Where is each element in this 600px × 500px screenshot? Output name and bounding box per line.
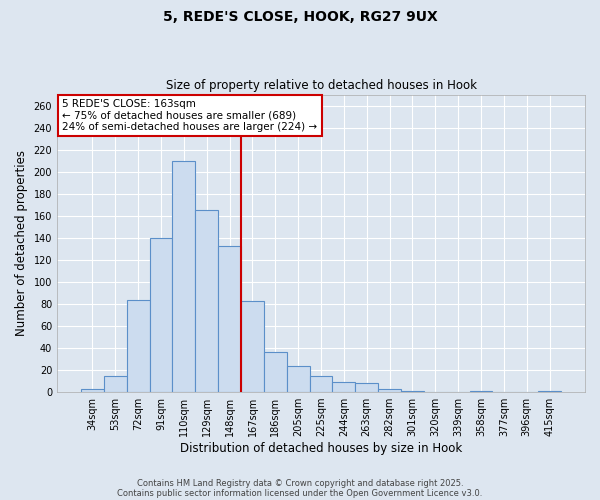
Title: Size of property relative to detached houses in Hook: Size of property relative to detached ho… <box>166 79 476 92</box>
Bar <box>287 366 310 392</box>
Bar <box>538 391 561 392</box>
Bar <box>127 300 149 392</box>
Bar <box>172 160 196 392</box>
Bar <box>196 210 218 392</box>
Bar <box>310 376 332 392</box>
Text: Contains HM Land Registry data © Crown copyright and database right 2025.: Contains HM Land Registry data © Crown c… <box>137 478 463 488</box>
Bar <box>81 389 104 392</box>
Bar <box>218 246 241 392</box>
Bar <box>332 382 355 392</box>
Text: Contains public sector information licensed under the Open Government Licence v3: Contains public sector information licen… <box>118 488 482 498</box>
Bar <box>470 391 493 392</box>
Text: 5 REDE'S CLOSE: 163sqm
← 75% of detached houses are smaller (689)
24% of semi-de: 5 REDE'S CLOSE: 163sqm ← 75% of detached… <box>62 99 317 132</box>
Bar <box>149 238 172 392</box>
Bar <box>355 384 378 392</box>
Bar <box>241 300 264 392</box>
X-axis label: Distribution of detached houses by size in Hook: Distribution of detached houses by size … <box>180 442 462 455</box>
Bar <box>104 376 127 392</box>
Text: 5, REDE'S CLOSE, HOOK, RG27 9UX: 5, REDE'S CLOSE, HOOK, RG27 9UX <box>163 10 437 24</box>
Bar <box>378 389 401 392</box>
Bar <box>401 391 424 392</box>
Y-axis label: Number of detached properties: Number of detached properties <box>15 150 28 336</box>
Bar <box>264 352 287 392</box>
